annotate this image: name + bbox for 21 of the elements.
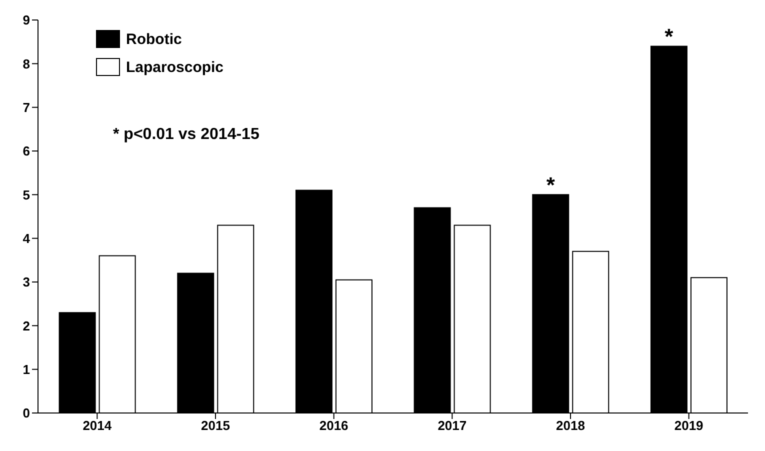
x-tick-label: 2018: [556, 418, 585, 434]
y-tick-label: 9: [22, 12, 30, 28]
y-tick-label: 5: [22, 187, 30, 202]
y-tick-label: 4: [22, 230, 31, 246]
y-tick-label: 8: [22, 56, 30, 72]
annotation: *: [664, 24, 674, 50]
x-tick-label: 2019: [674, 418, 704, 434]
x-tick-label: 2016: [319, 418, 348, 434]
annotation: *: [546, 172, 556, 198]
legend-label: Robotic: [126, 30, 182, 48]
x-tick-label: 2014: [82, 418, 112, 434]
y-tick-label: 7: [22, 100, 30, 115]
annotation: * p<0.01 vs 2014-15: [113, 126, 260, 144]
y-tick-label: 3: [22, 274, 30, 290]
x-tick-label: 2017: [438, 418, 467, 434]
y-tick-label: 2: [22, 318, 30, 334]
y-tick-label: 1: [22, 362, 30, 377]
y-tick-label: 6: [22, 144, 30, 159]
x-tick-label: 2015: [201, 418, 230, 434]
legend-label: Laparoscopic: [126, 58, 224, 76]
y-tick-label: 0: [22, 406, 30, 421]
